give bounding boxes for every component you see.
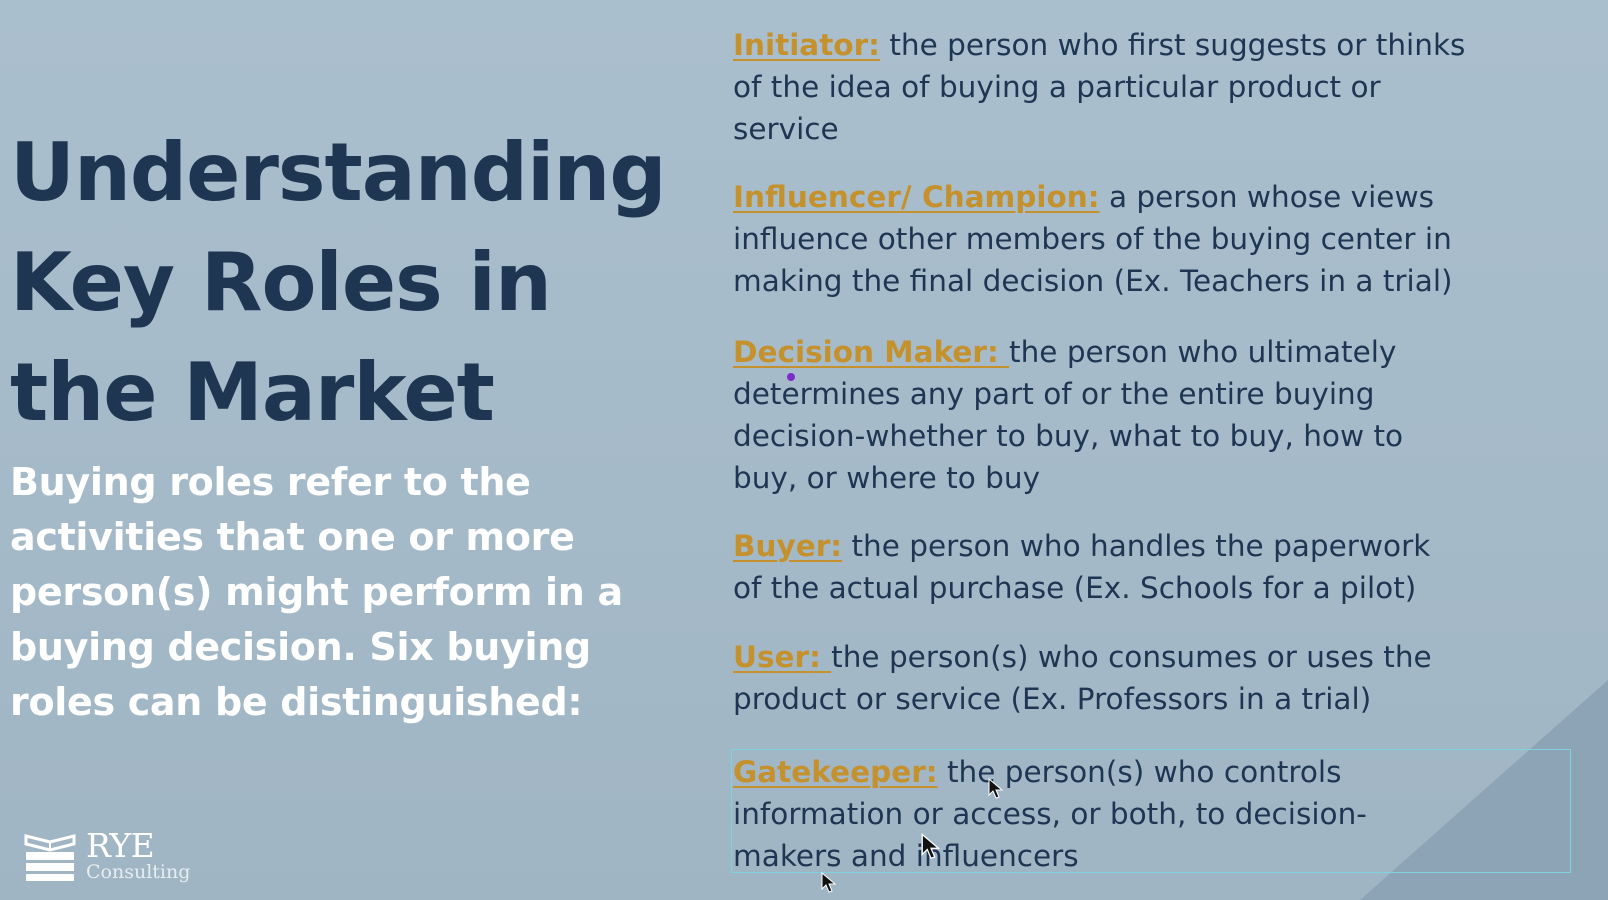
role-influencer: Influencer/ Champion: a person whose vie… bbox=[733, 176, 1583, 302]
role-description-line: buy, or where to buy bbox=[733, 461, 1041, 495]
rye-consulting-logo: RYE Consulting bbox=[22, 828, 202, 884]
role-term: Decision Maker bbox=[733, 335, 987, 369]
role-description-line: the person who first suggests or thinks bbox=[879, 28, 1466, 62]
role-term: Influencer/ Champion bbox=[733, 180, 1088, 214]
subtitle-line: Buying roles refer to the bbox=[10, 460, 531, 504]
logo-subtitle: Consulting bbox=[86, 861, 191, 883]
mouse-cursor-icon bbox=[921, 833, 941, 860]
role-description-line: information or access, or both, to decis… bbox=[733, 797, 1367, 831]
role-decision-maker: Decision Maker: the person who ultimatel… bbox=[733, 331, 1583, 499]
title-line: Understanding bbox=[10, 126, 667, 219]
mouse-cursor-icon bbox=[988, 778, 1004, 799]
role-term: Gatekeeper bbox=[733, 755, 926, 789]
role-description-line: decision-whether to buy, what to buy, ho… bbox=[733, 419, 1404, 453]
subtitle-line: roles can be distinguished: bbox=[10, 680, 583, 724]
role-separator: : bbox=[925, 755, 938, 789]
corner-triangle-shape bbox=[1360, 680, 1608, 900]
subtitle-line: buying decision. Six buying bbox=[10, 625, 591, 669]
subtitle-line: person(s) might perform in a bbox=[10, 570, 623, 614]
role-separator: : bbox=[830, 529, 843, 563]
logo-name: RYE bbox=[86, 826, 155, 865]
subtitle-line: activities that one or more bbox=[10, 515, 575, 559]
role-description-line: the person(s) who controls bbox=[937, 755, 1342, 789]
title-line: the Market bbox=[10, 346, 495, 439]
role-separator: : bbox=[868, 28, 880, 62]
text-selection-box[interactable] bbox=[731, 749, 1571, 873]
role-description-line: the person who handles the paperwork bbox=[842, 529, 1431, 563]
mouse-cursor-icon bbox=[821, 872, 837, 893]
title-line: Key Roles in bbox=[10, 236, 552, 329]
role-buyer: Buyer: the person who handles the paperw… bbox=[733, 525, 1583, 609]
role-description-line: of the idea of buying a particular produ… bbox=[733, 70, 1381, 104]
role-term: User bbox=[733, 640, 810, 674]
role-description-line: of the actual purchase (Ex. Schools for … bbox=[733, 571, 1417, 605]
role-separator: : bbox=[1087, 180, 1100, 214]
role-description-line: makers and influencers bbox=[733, 839, 1079, 873]
slide-subtitle: Buying roles refer to the activities tha… bbox=[10, 455, 710, 730]
role-separator: : bbox=[986, 335, 1010, 369]
role-separator: : bbox=[809, 640, 832, 674]
role-initiator: Initiator: the person who first suggests… bbox=[733, 24, 1583, 150]
role-description-line: a person whose views bbox=[1099, 180, 1434, 214]
role-description-line: product or service (Ex. Professors in a … bbox=[733, 682, 1372, 716]
books-icon bbox=[24, 834, 76, 881]
pointer-dot-icon bbox=[787, 373, 795, 381]
role-description-line: service bbox=[733, 112, 839, 146]
role-description-line: making the final decision (Ex. Teachers … bbox=[733, 264, 1453, 298]
slide-title: Understanding Key Roles in the Market bbox=[10, 118, 710, 448]
role-gatekeeper[interactable]: Gatekeeper: the person(s) who controls i… bbox=[733, 751, 1583, 877]
role-term: Buyer bbox=[733, 529, 831, 563]
role-description-line: influence other members of the buying ce… bbox=[733, 222, 1452, 256]
role-description-line: the person(s) who consumes or uses the bbox=[831, 640, 1432, 674]
role-user: User: the person(s) who consumes or uses… bbox=[733, 636, 1583, 720]
role-description-line: the person who ultimately bbox=[1009, 335, 1397, 369]
role-term: Initiator bbox=[733, 28, 869, 62]
role-description-line: determines any part of or the entire buy… bbox=[733, 377, 1375, 411]
